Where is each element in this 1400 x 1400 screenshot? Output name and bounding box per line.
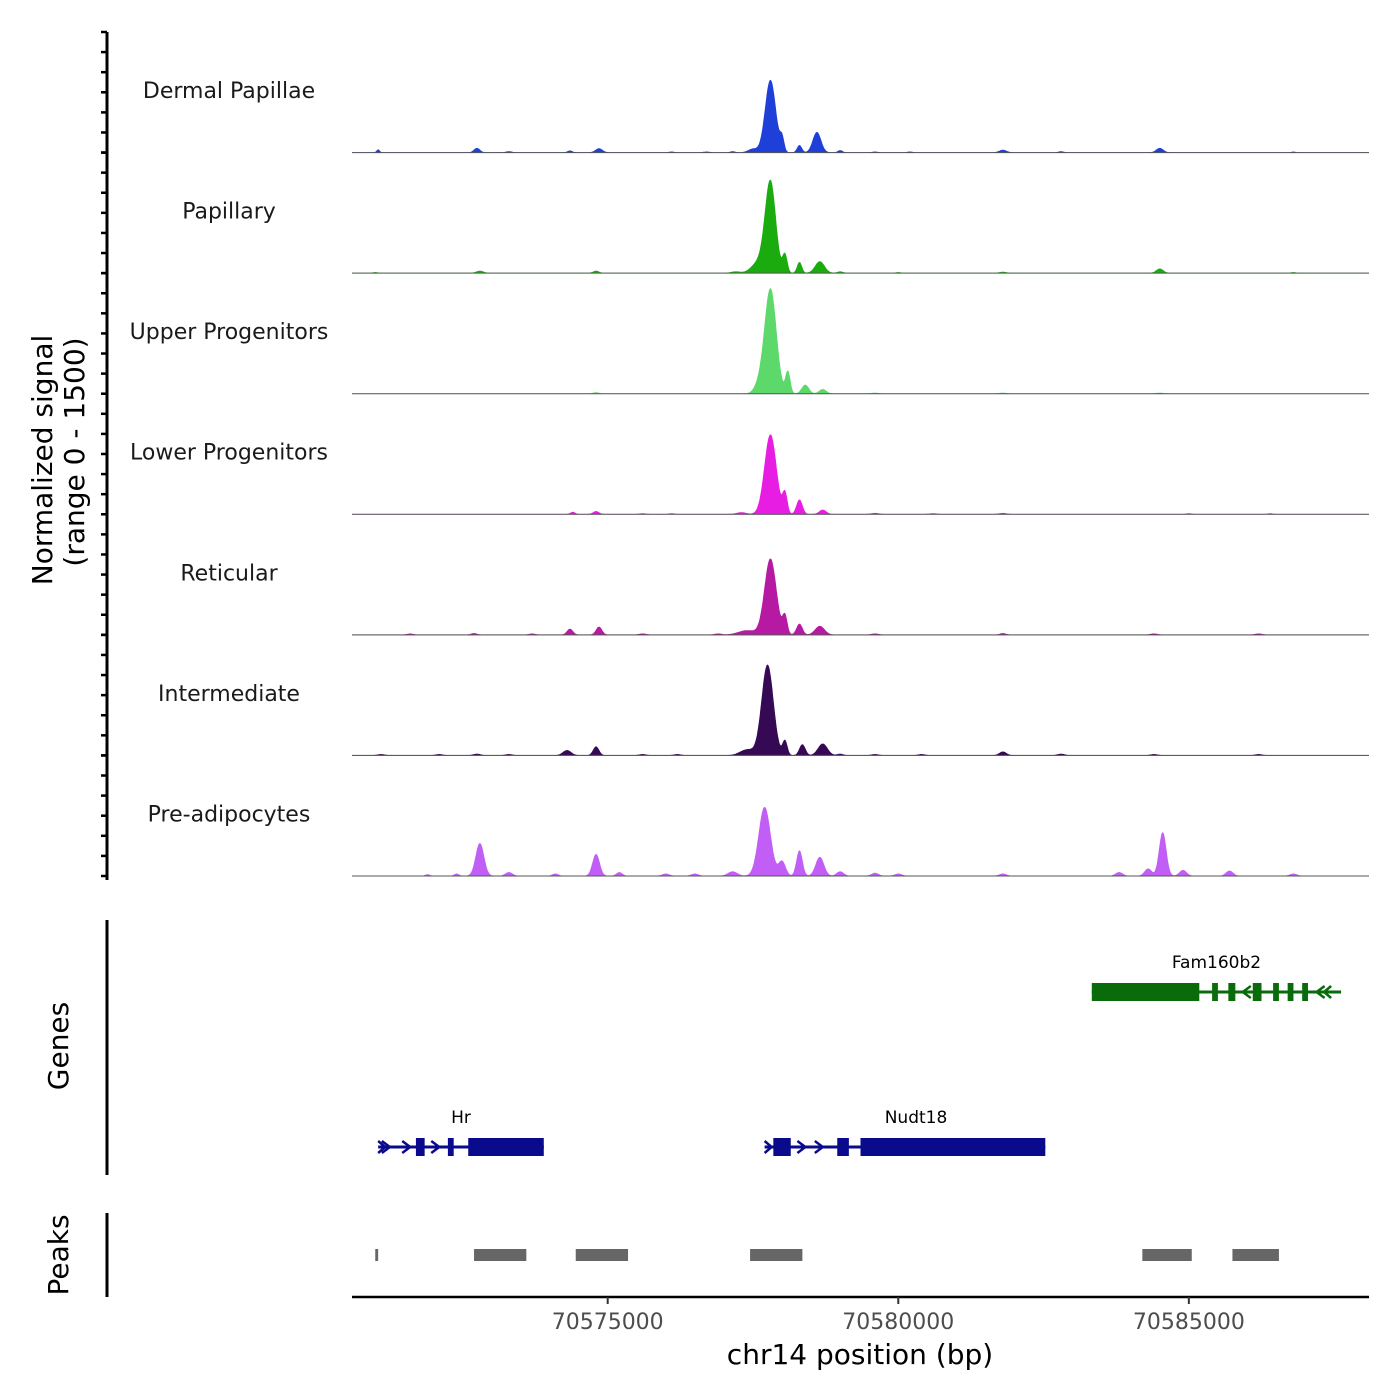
track-label-lower-progenitors: Lower Progenitors <box>130 441 328 466</box>
gene-exon-nudt18 <box>773 1138 791 1156</box>
gene-exon-hr <box>415 1138 425 1156</box>
coverage-area-papillary <box>352 179 1369 274</box>
y-axis-title-line1: Normalized signal <box>26 335 59 586</box>
gene-exon-fam160b2 <box>1273 983 1279 1001</box>
coverage-area-reticular <box>352 558 1369 636</box>
x-tick-label: 70580000 <box>842 1310 954 1335</box>
coverage-area-lower-progenitors <box>352 434 1369 515</box>
track-label-intermediate: Intermediate <box>158 682 300 707</box>
coverage-area-pre-adipocytes <box>352 806 1369 877</box>
track-pre-adipocytes: Pre-adipocytes <box>148 802 1369 877</box>
coverage-area-intermediate <box>352 664 1369 756</box>
gene-strand-arrow-nudt18 <box>796 1140 808 1154</box>
peak-region <box>474 1249 527 1261</box>
track-label-pre-adipocytes: Pre-adipocytes <box>148 802 311 827</box>
gene-exon-fam160b2 <box>1091 983 1200 1001</box>
gene-nudt18: Nudt18 <box>763 1108 1046 1156</box>
y-axis-title-line2: (range 0 - 1500) <box>58 337 91 566</box>
coverage-tracks: Dermal Papillae Papillary Upper Progenitor… <box>130 79 1369 877</box>
peak-region <box>1142 1249 1192 1261</box>
genes-track-label: Genes <box>42 1002 75 1090</box>
gene-exon-nudt18 <box>837 1138 849 1156</box>
peak-region <box>375 1249 379 1261</box>
gene-strand-arrow-nudt18 <box>814 1140 825 1154</box>
track-reticular: Reticular <box>180 558 1369 636</box>
genes-track: Hr Nudt18 Fam160b2 <box>377 953 1342 1156</box>
gene-strand-arrow-hr <box>401 1140 413 1154</box>
gene-exon-hr <box>447 1138 454 1156</box>
peak-region <box>1232 1249 1279 1261</box>
gene-strand-arrow-nudt18 <box>763 1140 774 1154</box>
coverage-area-dermal-papillae <box>352 79 1369 153</box>
gene-strand-arrow-fam160b2 <box>1322 985 1332 999</box>
peak-region <box>750 1249 803 1261</box>
track-label-upper-progenitors: Upper Progenitors <box>130 320 329 345</box>
gene-label-nudt18: Nudt18 <box>885 1108 948 1128</box>
gene-exon-fam160b2 <box>1228 983 1236 1001</box>
track-papillary: Papillary <box>182 179 1369 274</box>
peaks-track-label: Peaks <box>42 1214 75 1295</box>
coverage-area-upper-progenitors <box>352 288 1369 394</box>
track-label-papillary: Papillary <box>182 200 276 225</box>
x-axis-ticks: 70575000 70580000 70585000 <box>552 1297 1245 1335</box>
gene-exon-fam160b2 <box>1212 983 1218 1001</box>
coverage-y-ticks <box>101 30 107 878</box>
gene-strand-arrow-hr <box>381 1140 392 1154</box>
gene-exon-nudt18 <box>860 1138 1046 1156</box>
x-tick-label: 70585000 <box>1133 1310 1245 1335</box>
gene-strand-arrow-fam160b2 <box>1314 985 1326 999</box>
gene-exon-fam160b2 <box>1287 983 1294 1001</box>
track-label-dermal-papillae: Dermal Papillae <box>143 79 315 104</box>
track-dermal-papillae: Dermal Papillae <box>143 79 1369 154</box>
gene-strand-arrow-hr <box>377 1140 388 1154</box>
track-upper-progenitors: Upper Progenitors <box>130 288 1369 395</box>
x-tick-label: 70575000 <box>552 1310 664 1335</box>
peaks-track <box>375 1249 1279 1261</box>
gene-label-hr: Hr <box>451 1108 471 1128</box>
x-axis-title: chr14 position (bp) <box>727 1338 993 1371</box>
gene-label-fam160b2: Fam160b2 <box>1172 953 1261 973</box>
gene-fam160b2: Fam160b2 <box>1091 953 1342 1001</box>
track-lower-progenitors: Lower Progenitors <box>130 434 1369 515</box>
gene-hr: Hr <box>377 1108 544 1156</box>
track-label-reticular: Reticular <box>180 561 278 586</box>
gene-strand-arrow-fam160b2 <box>1240 985 1252 999</box>
gene-strand-arrow-hr <box>430 1140 442 1154</box>
track-intermediate: Intermediate <box>158 664 1369 756</box>
peak-region <box>575 1249 629 1261</box>
gene-exon-fam160b2 <box>1302 983 1308 1001</box>
gene-exon-hr <box>468 1138 544 1156</box>
gene-exon-fam160b2 <box>1252 983 1262 1001</box>
